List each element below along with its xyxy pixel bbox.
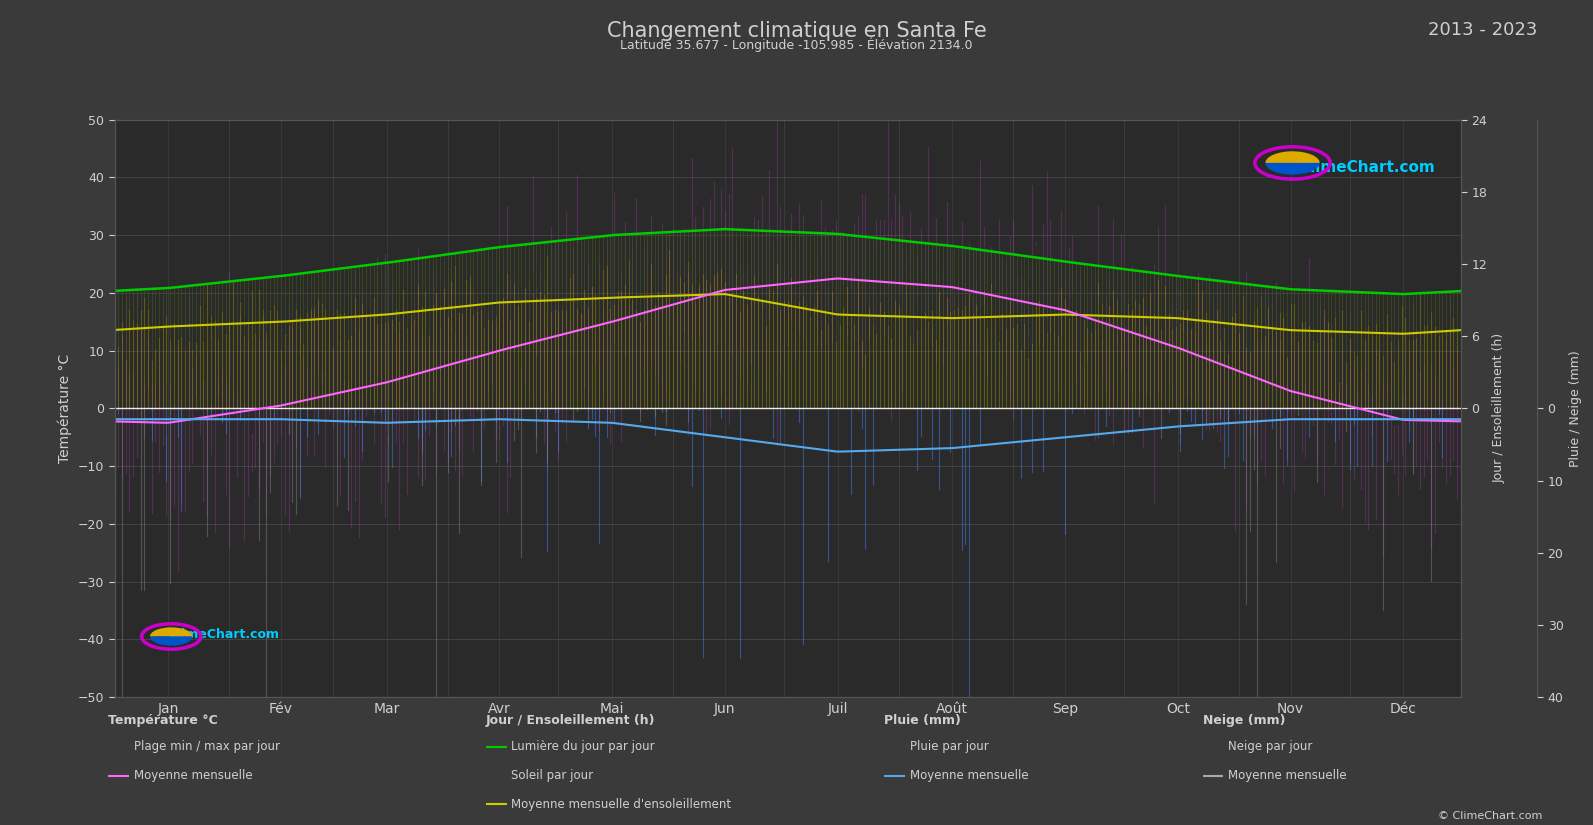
Text: Latitude 35.677 - Longitude -105.985 - Élévation 2134.0: Latitude 35.677 - Longitude -105.985 - É… — [620, 37, 973, 52]
Text: Soleil par jour: Soleil par jour — [511, 769, 594, 782]
Wedge shape — [1265, 163, 1319, 175]
Text: Lumière du jour par jour: Lumière du jour par jour — [511, 740, 655, 753]
Text: © ClimeChart.com: © ClimeChart.com — [1437, 811, 1542, 821]
Y-axis label: Pluie / Neige (mm): Pluie / Neige (mm) — [1569, 350, 1582, 467]
Wedge shape — [150, 637, 193, 646]
Text: ClimeChart.com: ClimeChart.com — [1300, 160, 1435, 175]
Text: Pluie par jour: Pluie par jour — [910, 740, 988, 753]
Text: 2013 - 2023: 2013 - 2023 — [1427, 21, 1537, 39]
Y-axis label: Température °C: Température °C — [57, 354, 72, 463]
Text: Pluie (mm): Pluie (mm) — [884, 714, 961, 727]
Text: Jour / Ensoleillement (h): Jour / Ensoleillement (h) — [486, 714, 655, 727]
Text: Moyenne mensuelle: Moyenne mensuelle — [910, 769, 1027, 782]
Text: Neige par jour: Neige par jour — [1228, 740, 1313, 753]
Wedge shape — [1265, 151, 1319, 163]
Text: Neige (mm): Neige (mm) — [1203, 714, 1286, 727]
Text: Moyenne mensuelle: Moyenne mensuelle — [134, 769, 252, 782]
Text: ClimeChart.com: ClimeChart.com — [169, 628, 279, 641]
Text: Température °C: Température °C — [108, 714, 218, 727]
Text: Plage min / max par jour: Plage min / max par jour — [134, 740, 280, 753]
Text: Moyenne mensuelle: Moyenne mensuelle — [1228, 769, 1346, 782]
Y-axis label: Jour / Ensoleillement (h): Jour / Ensoleillement (h) — [1493, 333, 1505, 483]
Wedge shape — [150, 627, 193, 637]
Text: Changement climatique en Santa Fe: Changement climatique en Santa Fe — [607, 21, 986, 40]
Text: Moyenne mensuelle d'ensoleillement: Moyenne mensuelle d'ensoleillement — [511, 798, 731, 811]
